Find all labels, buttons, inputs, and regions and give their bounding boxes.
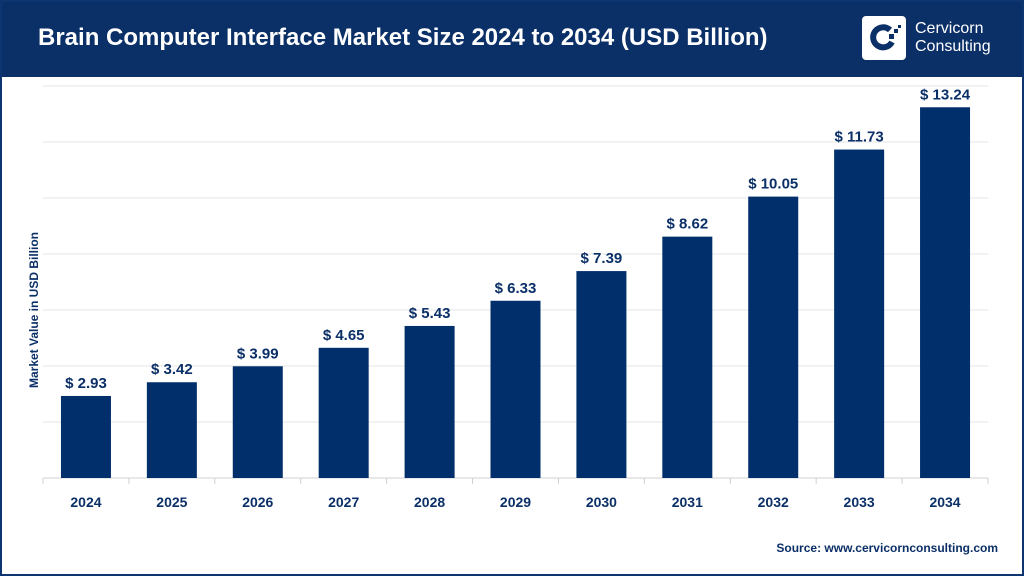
bar-2025 xyxy=(146,382,197,478)
cervicorn-logo: Cervicorn Consulting xyxy=(862,16,991,60)
logo-line2: Consulting xyxy=(915,38,991,55)
x-tick-label: 2029 xyxy=(500,494,531,510)
x-tick-label: 2026 xyxy=(242,494,273,510)
chart-title: Brain Computer Interface Market Size 202… xyxy=(38,24,768,51)
x-tick-label: 2027 xyxy=(328,494,359,510)
x-tick-label: 2024 xyxy=(70,494,101,510)
bar-2026 xyxy=(232,366,283,478)
bar-2028 xyxy=(404,325,455,478)
logo-text: Cervicorn Consulting xyxy=(915,20,991,56)
bar-2031 xyxy=(662,236,713,478)
x-tick-label: 2028 xyxy=(414,494,445,510)
x-tick-label: 2034 xyxy=(929,494,960,510)
x-tick-label: 2031 xyxy=(672,494,703,510)
bar-2032 xyxy=(748,196,799,478)
data-label: $ 4.65 xyxy=(323,327,365,344)
data-label: $ 3.42 xyxy=(151,361,193,378)
bar-2024 xyxy=(60,395,111,478)
data-label: $ 7.39 xyxy=(581,250,623,267)
data-label: $ 11.73 xyxy=(835,129,884,146)
header-banner: Brain Computer Interface Market Size 202… xyxy=(0,0,1024,77)
logo-line1: Cervicorn xyxy=(915,20,984,37)
data-label: $ 5.43 xyxy=(409,305,451,322)
source-note: Source: www.cervicornconsulting.com xyxy=(776,541,998,555)
bar-2030 xyxy=(576,271,627,478)
bar-2034 xyxy=(920,107,971,478)
x-tick-label: 2030 xyxy=(586,494,617,510)
data-label: $ 13.24 xyxy=(920,86,971,103)
data-label: $ 8.62 xyxy=(666,216,708,233)
x-tick-label: 2032 xyxy=(758,494,789,510)
bar-2027 xyxy=(318,347,369,478)
bar-2029 xyxy=(490,300,541,478)
x-tick-label: 2025 xyxy=(156,494,187,510)
data-label: $ 2.93 xyxy=(65,375,107,392)
data-label: $ 3.99 xyxy=(237,345,279,362)
data-label: $ 6.33 xyxy=(495,280,537,297)
logo-mark-icon xyxy=(862,16,906,60)
data-label: $ 10.05 xyxy=(748,176,798,193)
bar-2033 xyxy=(834,149,885,478)
x-tick-label: 2033 xyxy=(844,494,875,510)
